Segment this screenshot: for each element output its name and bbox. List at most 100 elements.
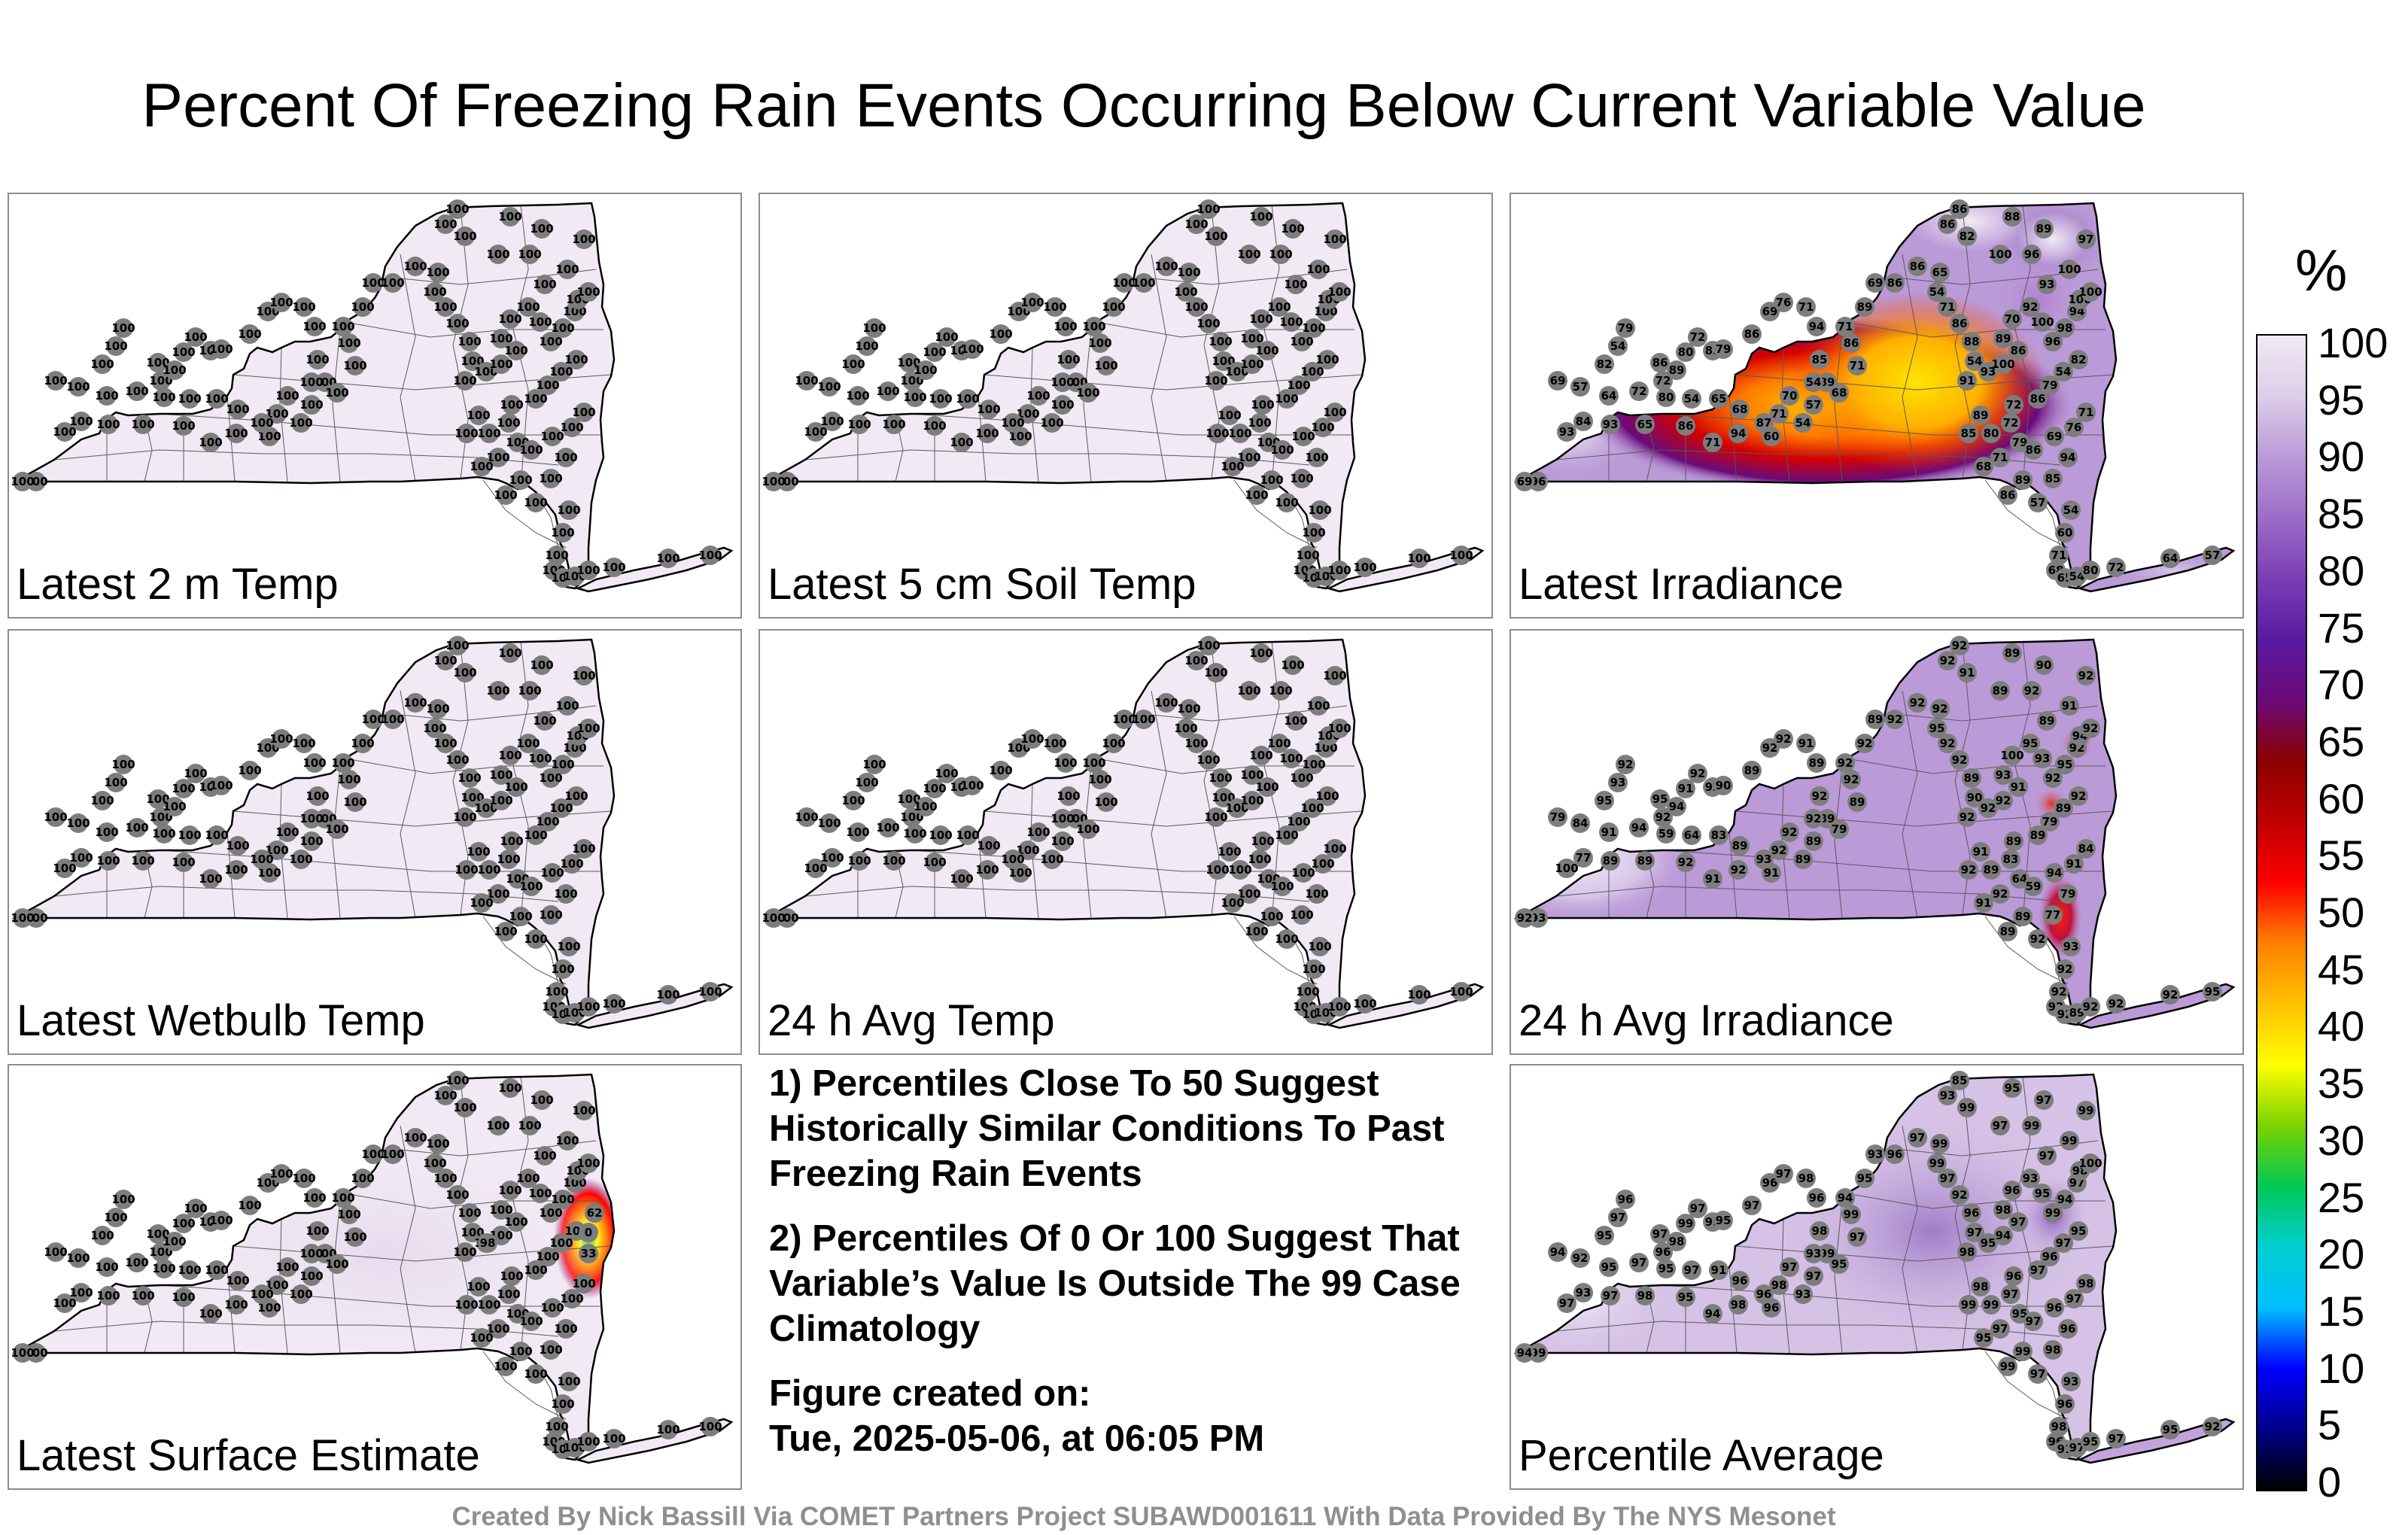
station-value: 100 — [795, 374, 818, 388]
station-marker: 100 — [146, 1224, 170, 1244]
station-marker: 100 — [224, 1295, 248, 1315]
station-marker: 89 — [2004, 831, 2023, 851]
station-dot — [479, 424, 499, 443]
station-marker: 97 — [1990, 1116, 2010, 1135]
station-marker: 96 — [1528, 472, 1548, 491]
station-dot — [1277, 493, 1297, 512]
station-dot — [1023, 293, 1042, 312]
station-dot — [1595, 1226, 1614, 1245]
station-value: 91 — [2011, 780, 2026, 794]
station-dot — [558, 1131, 577, 1150]
station-marker: 100 — [1184, 297, 1209, 317]
station-dot — [448, 199, 467, 219]
state-outline — [762, 638, 1367, 1026]
station-dot — [1253, 395, 1272, 415]
station-value: 100 — [131, 418, 154, 431]
station-marker: 89 — [2002, 643, 2022, 663]
station-marker: 100 — [149, 1242, 173, 1262]
station-value: 93 — [1756, 853, 1772, 866]
station-marker: 100 — [497, 850, 521, 869]
station-marker: 100 — [238, 1196, 262, 1215]
station-dot — [521, 877, 541, 896]
station-marker: 100 — [453, 371, 477, 391]
station-value: 100 — [1225, 801, 1248, 815]
station-value: 96 — [1762, 1176, 1778, 1190]
station-dot — [1272, 877, 1292, 896]
station-value: 100 — [1281, 658, 1304, 672]
station-value: 100 — [265, 407, 288, 421]
station-dot — [99, 851, 118, 871]
station-dot — [1667, 1232, 1686, 1251]
station-marker: 100 — [381, 710, 405, 729]
station-value: 100 — [486, 1322, 509, 1336]
station-value: 95 — [1716, 1214, 1732, 1227]
station-dot — [1974, 1328, 1993, 1348]
station-value: 100 — [977, 839, 1000, 853]
station-marker: 97 — [2008, 1212, 2028, 1232]
station-marker: 100 — [519, 877, 543, 896]
station-dot — [353, 734, 372, 753]
station-dot — [1227, 798, 1247, 818]
station-dot — [1251, 643, 1271, 663]
station-markers: 1001001001001001001001001001001001001001… — [11, 636, 722, 1024]
station-dot — [1841, 770, 1861, 789]
station-marker: 99 — [2013, 1342, 2033, 1361]
station-dot — [174, 779, 193, 798]
station-value: 100 — [1228, 427, 1251, 440]
station-marker: 64 — [1682, 825, 1701, 845]
state-outline — [1513, 638, 2118, 1026]
station-dot — [406, 257, 425, 276]
station-dot — [2002, 207, 2022, 226]
station-marker: 100 — [576, 1432, 600, 1451]
station-value: 71 — [2078, 406, 2094, 419]
station-dot — [1247, 485, 1266, 505]
station-dot — [1835, 317, 1855, 336]
station-marker: 100 — [817, 813, 841, 833]
station-dot — [2020, 297, 2040, 317]
station-marker: 93 — [1608, 773, 1628, 792]
station-dot — [165, 1232, 184, 1251]
station-dot — [2001, 1284, 2020, 1304]
station-value: 100 — [504, 1215, 528, 1229]
station-value: 100 — [269, 732, 293, 746]
station-value: 100 — [560, 421, 583, 434]
station-value: 100 — [540, 866, 564, 880]
station-marker: 93 — [1573, 1283, 1593, 1302]
station-marker: 89 — [2034, 219, 2054, 239]
station-marker: 100 — [950, 869, 974, 889]
station-marker: 95 — [1650, 789, 1670, 809]
station-dot — [553, 318, 573, 338]
station-marker: 92 — [2020, 297, 2040, 317]
station-value: 100 — [199, 1307, 222, 1321]
station-dot — [272, 729, 291, 749]
station-dot — [133, 851, 153, 871]
station-marker: 71 — [1835, 317, 1855, 336]
station-marker: 100 — [265, 840, 289, 860]
station-marker: 92 — [1930, 699, 1950, 719]
station-dot — [1957, 371, 1977, 391]
station-marker: 100 — [1040, 413, 1064, 433]
station-marker: 94 — [1515, 1343, 1534, 1363]
station-value: 91 — [1798, 737, 1814, 750]
station-value: 100 — [69, 415, 93, 428]
station-marker: 95 — [2069, 1221, 2088, 1241]
station-dot — [1187, 214, 1206, 234]
station-dot — [1528, 908, 1548, 928]
station-value: 86 — [1952, 202, 1968, 216]
station-marker: 100 — [1249, 207, 1273, 226]
station-dot — [1208, 860, 1227, 880]
station-marker: 100 — [69, 1283, 93, 1302]
station-value: 100 — [929, 392, 952, 406]
station-marker: 100 — [265, 404, 289, 424]
station-marker: 94 — [1807, 317, 1826, 336]
station-marker: 95 — [1599, 1257, 1619, 1277]
station-value: 100 — [576, 1435, 600, 1448]
station-value: 100 — [576, 722, 600, 735]
station-value: 100 — [1300, 365, 1324, 378]
station-value: 100 — [426, 266, 449, 279]
station-marker: 100 — [1154, 257, 1178, 276]
station-value: 92 — [1678, 856, 1694, 869]
colorbar-tick-label: 30 — [2318, 1116, 2365, 1164]
station-value: 100 — [1300, 801, 1324, 815]
station-dot — [1292, 768, 1312, 788]
